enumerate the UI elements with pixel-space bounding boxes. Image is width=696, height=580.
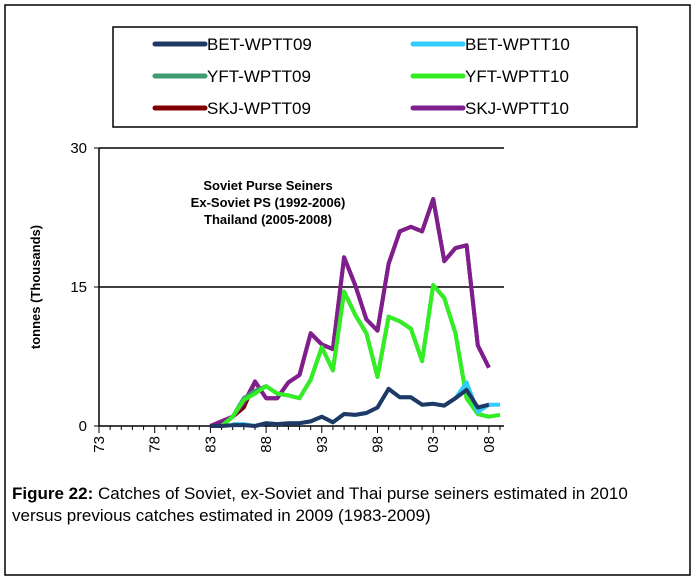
annotation: Soviet Purse Seiners bbox=[203, 178, 332, 193]
legend-label: BET-WPTT10 bbox=[465, 35, 570, 54]
x-tick-label: 78 bbox=[147, 436, 164, 453]
y-tick-label: 30 bbox=[70, 140, 87, 157]
caption-label: Figure 22: bbox=[12, 484, 94, 503]
legend-label: SKJ-WPTT10 bbox=[465, 99, 569, 118]
series-line bbox=[210, 386, 490, 428]
x-tick-label: 98 bbox=[370, 436, 387, 453]
frame bbox=[4, 4, 691, 576]
annotation: Ex-Soviet PS (1992-2006) bbox=[191, 195, 346, 210]
x-tick-label: 73 bbox=[91, 436, 108, 453]
caption: Figure 22: Catches of Soviet, ex-Soviet … bbox=[12, 483, 680, 527]
series-line bbox=[220, 283, 501, 428]
y-tick-label: 15 bbox=[70, 279, 87, 296]
x-tick-label: 08 bbox=[481, 436, 498, 453]
x-tick-label: 88 bbox=[258, 436, 275, 453]
legend-label: BET-WPTT09 bbox=[207, 35, 312, 54]
y-tick-label: 0 bbox=[79, 418, 87, 435]
x-tick-label: 83 bbox=[202, 436, 219, 453]
legend-label: YFT-WPTT09 bbox=[207, 67, 311, 86]
series-line bbox=[209, 197, 491, 428]
y-axis-label: tonnes (Thousands) bbox=[28, 225, 43, 349]
legend-label: SKJ-WPTT09 bbox=[207, 99, 311, 118]
x-tick-label: 93 bbox=[314, 436, 331, 453]
legend-label: YFT-WPTT10 bbox=[465, 67, 569, 86]
caption-text: Catches of Soviet, ex-Soviet and Thai pu… bbox=[12, 484, 628, 525]
annotation: Thailand (2005-2008) bbox=[204, 212, 332, 227]
x-tick-label: 03 bbox=[425, 436, 442, 453]
